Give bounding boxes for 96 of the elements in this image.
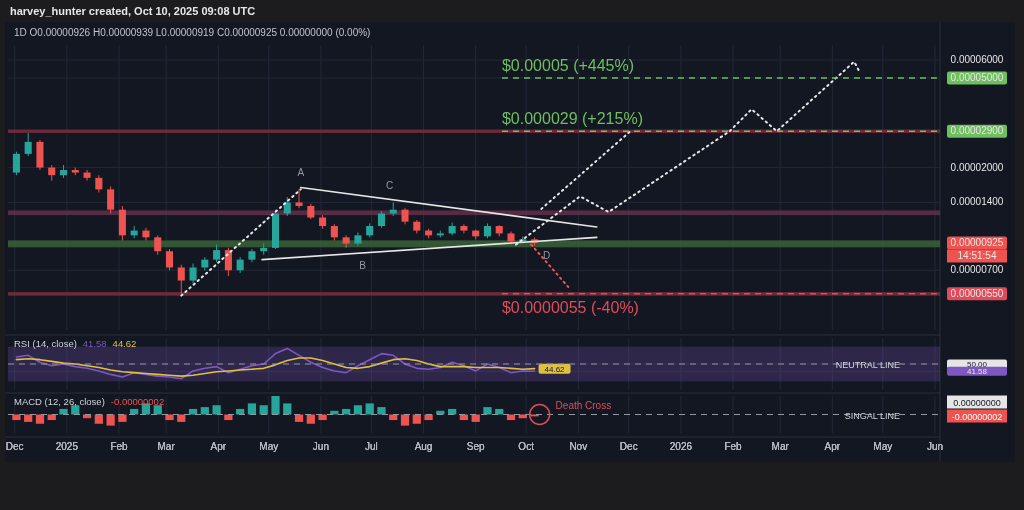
candlestick xyxy=(177,264,185,295)
x-tick-label: Dec xyxy=(619,441,638,452)
bar xyxy=(188,408,198,415)
bar xyxy=(412,414,421,424)
bar xyxy=(35,414,45,424)
ref-line-label: $0.000029 (+215%) xyxy=(501,110,643,128)
candlestick xyxy=(295,188,303,209)
bar xyxy=(165,414,174,421)
ref-line-label: $0.0000055 (-40%) xyxy=(501,298,639,316)
text: -0.00000002 xyxy=(951,411,1003,422)
annotation: C xyxy=(385,180,394,192)
bar xyxy=(106,414,115,426)
data-label: 44.62 xyxy=(544,364,566,374)
x-tick-label: Mar xyxy=(157,441,176,452)
annotation: A xyxy=(297,166,305,178)
bar xyxy=(71,405,80,415)
bar xyxy=(224,414,233,421)
x-tick-label: May xyxy=(259,441,279,452)
y-tick-label: 50.00 xyxy=(966,360,988,369)
annotation: B xyxy=(359,259,367,271)
bar xyxy=(118,414,127,422)
candlestick xyxy=(107,185,115,215)
x-tick-label: Apr xyxy=(824,441,841,452)
x-tick-label: Mar xyxy=(771,441,790,452)
candlestick xyxy=(24,132,32,157)
annotation: Death Cross xyxy=(555,399,612,411)
text: 0.00000000 xyxy=(953,397,1001,408)
y-tick-label: 0.00001400 xyxy=(950,196,1004,208)
bar xyxy=(471,414,480,422)
bar xyxy=(12,414,21,421)
candlestick xyxy=(154,234,162,256)
x-tick-label: Feb xyxy=(110,441,129,452)
x-tick-label: Aug xyxy=(414,441,433,452)
chart-title: MACD (12, 26, close) xyxy=(14,396,105,407)
bar xyxy=(271,396,280,415)
x-tick-label: 2025 xyxy=(55,441,79,452)
x-tick-label: Nov xyxy=(569,441,588,452)
bar xyxy=(94,414,103,424)
line-series xyxy=(15,357,536,377)
candlestick xyxy=(165,248,174,271)
ref-line-label: $0.00005 (+445%) xyxy=(501,56,635,74)
line-series xyxy=(15,347,536,380)
annotation: 44.62 xyxy=(112,338,137,349)
bar xyxy=(247,403,257,415)
y-tick-label: 0.00000700 xyxy=(950,264,1004,276)
text: 1D O0.00000926 H0.00000939 L0.00000919 C0.00000925 0.00000000 (0.00%) xyxy=(14,27,371,38)
candlestick xyxy=(83,169,91,182)
candlestick xyxy=(224,247,232,277)
candlestick xyxy=(12,151,20,176)
bar xyxy=(400,414,410,426)
chart-title: RSI (14, close) xyxy=(14,338,77,349)
x-tick-label: Oct xyxy=(518,441,535,452)
x-tick-label: Apr xyxy=(210,441,227,452)
bar xyxy=(306,414,315,424)
bar xyxy=(342,408,351,415)
annotation: 41.58 xyxy=(82,338,107,349)
x-tick-label: Dec xyxy=(5,441,24,452)
y-tick-label: 0.00000925 xyxy=(950,236,1004,248)
y-tick-label: 0.00002900 xyxy=(950,125,1004,137)
bar xyxy=(283,403,292,415)
annotation: -0.00000002 xyxy=(110,396,165,407)
x-tick-label: Jun xyxy=(312,441,329,452)
bar xyxy=(200,407,209,415)
candlestick xyxy=(342,234,350,249)
bar xyxy=(495,408,504,415)
text: 14:51:54 xyxy=(957,250,997,262)
bar xyxy=(177,414,186,422)
annotation: D xyxy=(542,249,551,261)
bar xyxy=(483,407,492,415)
ref-line-label: SINGAL LINE xyxy=(844,410,900,421)
y-tick-label: 0.00006000 xyxy=(950,54,1004,66)
x-tick-label: May xyxy=(873,441,893,452)
candlestick xyxy=(189,262,197,285)
y-tick-label: 41.58 xyxy=(966,367,988,377)
bar xyxy=(212,405,221,415)
bar xyxy=(353,405,363,415)
y-tick-label: 0.00000550 xyxy=(950,287,1004,299)
x-tick-label: 2026 xyxy=(669,441,693,452)
bar xyxy=(130,408,139,415)
bar xyxy=(365,403,374,415)
bar xyxy=(259,405,268,415)
y-tick-label: 0.00005000 xyxy=(950,71,1004,83)
bar xyxy=(24,414,33,422)
x-tick-label: Sep xyxy=(466,441,486,452)
chart-title: harvey_hunter created, Oct 10, 2025 09:08 UTC xyxy=(10,5,256,17)
candlestick xyxy=(283,196,291,217)
bar xyxy=(59,408,68,415)
ref-line-label: NEUTRAL LINE xyxy=(835,360,900,370)
x-tick-label: Feb xyxy=(724,441,743,452)
bar xyxy=(318,414,327,421)
x-tick-label: Jul xyxy=(364,441,378,452)
bar xyxy=(153,405,162,415)
y-tick-label: 0.00002000 xyxy=(950,161,1004,173)
x-tick-label: Jun xyxy=(926,441,944,452)
bar xyxy=(377,407,386,415)
bar xyxy=(294,414,304,422)
